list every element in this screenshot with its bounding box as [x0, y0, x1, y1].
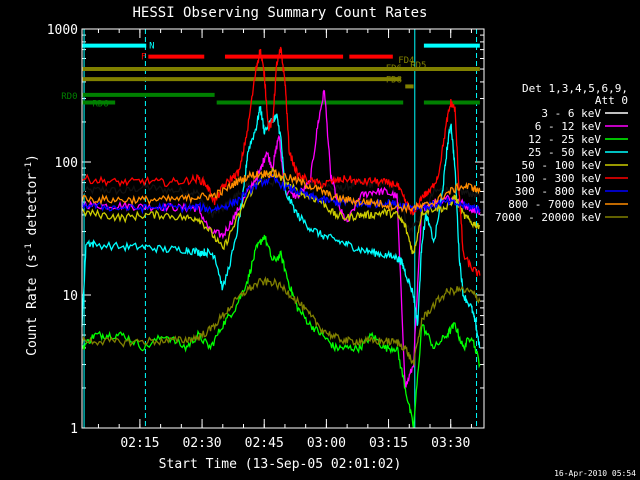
plot-area: 1 10 100 1000 02:15 02:30 02:45 03:00 03:15 03:30…: [47, 23, 485, 451]
flag-bar-label: RD5: [410, 61, 426, 71]
legend-entry-label: 6 - 12 keV: [535, 120, 602, 133]
y-axis-label-end: ): [25, 154, 40, 162]
legend-entry-label: 3 - 6 keV: [541, 107, 601, 120]
x-tick-label: 03:30: [431, 436, 470, 451]
plot-frame: [81, 28, 485, 429]
legend-entry-label: 800 - 7000 keV: [508, 198, 601, 211]
legend-header-line1: Det 1,3,4,5,6,9,: [522, 82, 628, 95]
flag-bar-label: N: [149, 42, 154, 52]
chart-title: HESSI Observing Summary Count Rates: [132, 5, 427, 21]
y-tick-label: 1: [70, 422, 78, 437]
legend-entry-label: 25 - 50 keV: [528, 146, 601, 159]
x-tick-label: 02:15: [120, 436, 159, 451]
series-line: [81, 234, 481, 429]
y-tick-label: 100: [55, 156, 78, 171]
y-axis-label-sup1: -1: [24, 243, 34, 254]
legend-entry-label: 300 - 800 keV: [515, 185, 601, 198]
flag-bar-label: F: [141, 53, 146, 63]
legend-header-line2: Att 0: [595, 94, 628, 107]
series-line: [81, 174, 481, 215]
flag-bar-label: FD8: [386, 75, 402, 85]
legend-entry-label: 7000 - 20000 keV: [495, 211, 601, 224]
y-tick-label: 10: [62, 289, 78, 304]
flag-bar-label: RD0: [61, 92, 77, 102]
legend-entry-label: 100 - 300 keV: [515, 172, 601, 185]
y-axis-label-main: Count Rate (s: [25, 254, 40, 356]
y-axis-label: Count Rate (s-1 detector-1): [24, 154, 40, 356]
x-tick-label: 03:15: [369, 436, 408, 451]
legend-entry-label: 50 - 100 keV: [522, 159, 602, 172]
flag-bar-label: FD6: [386, 64, 402, 74]
x-tick-label: 02:30: [182, 436, 221, 451]
y-tick-label: 1000: [47, 23, 78, 38]
series-line: [81, 169, 481, 215]
flag-bar-label: RD6: [92, 100, 108, 110]
x-tick-label: 02:45: [245, 436, 284, 451]
series-line: [81, 106, 481, 349]
flag-bar-label: FD4: [398, 56, 414, 66]
generation-timestamp: 16-Apr-2010 05:54: [554, 469, 636, 478]
x-axis-label: Start Time (13-Sep-05 02:01:02): [159, 457, 402, 472]
y-axis-label-sup2: -1: [24, 162, 34, 173]
x-tick-label: 03:00: [307, 436, 346, 451]
series-line: [81, 46, 481, 277]
series-line: [81, 276, 481, 367]
legend-entry-label: 12 - 25 keV: [528, 133, 601, 146]
y-axis-label-mid: detector: [25, 173, 40, 244]
